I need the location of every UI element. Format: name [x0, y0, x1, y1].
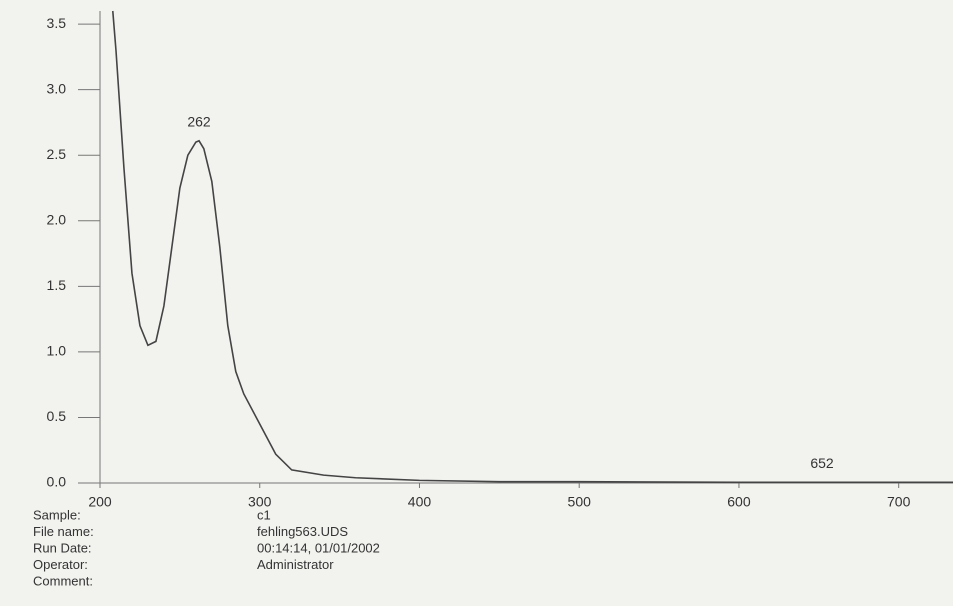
info-value: Administrator	[257, 557, 334, 572]
y-tick-label: 2.5	[47, 146, 67, 162]
info-label: Run Date:	[33, 540, 92, 555]
x-tick-label: 500	[568, 494, 592, 510]
y-tick-label: 1.5	[47, 277, 67, 293]
y-tick-label: 2.0	[47, 211, 67, 227]
y-tick-label: 0.0	[47, 474, 67, 490]
x-tick-label: 300	[248, 494, 272, 510]
peak-label: 652	[810, 455, 834, 471]
run-info: Sample: c1 File name: fehling563.UDS Run Dat…	[33, 507, 380, 588]
x-tick-label: 400	[408, 494, 432, 510]
spectrum-line	[111, 10, 953, 484]
y-tick-label: 3.0	[47, 80, 67, 96]
info-label: Operator:	[33, 557, 88, 572]
peak-label: 262	[187, 114, 211, 130]
x-tick-label: 200	[88, 494, 112, 510]
x-tick-label: 700	[887, 494, 911, 510]
info-label: Sample:	[33, 507, 81, 522]
info-value: c1	[257, 507, 271, 522]
y-tick-label: 1.0	[47, 343, 67, 359]
info-value: 00:14:14, 01/01/2002	[257, 540, 380, 555]
y-tick-label: 3.5	[47, 15, 67, 31]
info-label: File name:	[33, 524, 94, 539]
info-label: Comment:	[33, 573, 93, 588]
x-tick-label: 600	[727, 494, 751, 510]
info-value: fehling563.UDS	[257, 524, 348, 539]
y-tick-label: 0.5	[47, 408, 67, 424]
